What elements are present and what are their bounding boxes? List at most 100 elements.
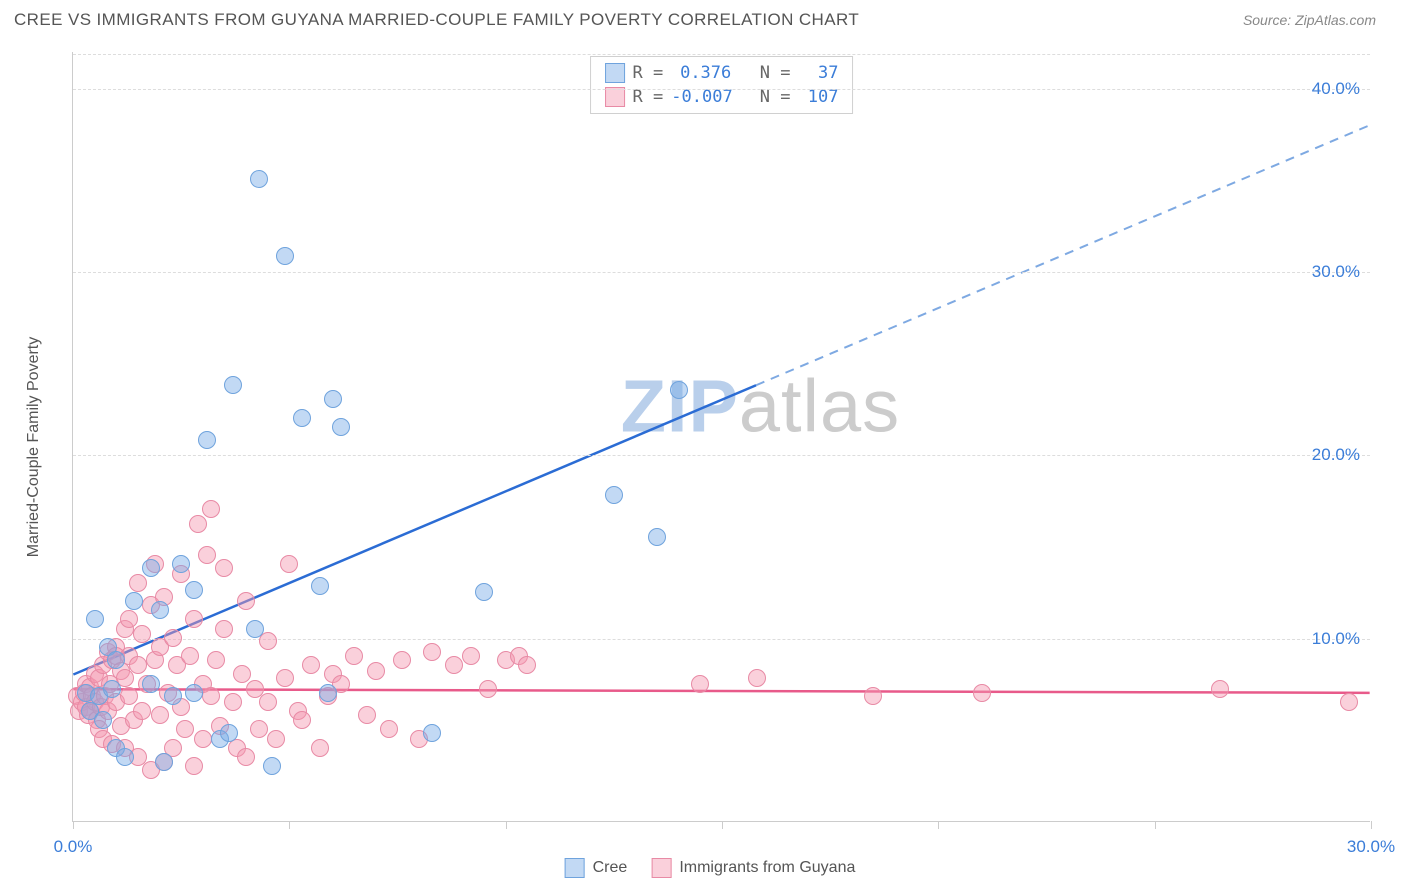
data-point xyxy=(129,574,147,592)
data-point xyxy=(164,687,182,705)
x-tick xyxy=(289,821,290,829)
data-point xyxy=(202,500,220,518)
data-point xyxy=(748,669,766,687)
data-point xyxy=(276,669,294,687)
data-point xyxy=(246,620,264,638)
data-point xyxy=(94,711,112,729)
data-point xyxy=(518,656,536,674)
data-point xyxy=(648,528,666,546)
data-point xyxy=(185,684,203,702)
data-point xyxy=(393,651,411,669)
data-point xyxy=(358,706,376,724)
chart-title: CREE VS IMMIGRANTS FROM GUYANA MARRIED-C… xyxy=(14,10,859,30)
data-point xyxy=(142,675,160,693)
legend-item: Immigrants from Guyana xyxy=(651,858,855,878)
data-point xyxy=(691,675,709,693)
data-point xyxy=(142,559,160,577)
data-point xyxy=(670,381,688,399)
grid-line xyxy=(73,54,1370,55)
legend-label: Immigrants from Guyana xyxy=(679,859,855,877)
data-point xyxy=(194,730,212,748)
legend-label: Cree xyxy=(593,859,628,877)
legend-swatch xyxy=(605,87,625,107)
data-point xyxy=(237,748,255,766)
data-point xyxy=(237,592,255,610)
data-point xyxy=(462,647,480,665)
data-point xyxy=(202,687,220,705)
data-point xyxy=(220,724,238,742)
data-point xyxy=(332,418,350,436)
data-point xyxy=(423,643,441,661)
data-point xyxy=(233,665,251,683)
data-point xyxy=(250,170,268,188)
legend-stats-box: R =0.376 N =37R =-0.007 N =107 xyxy=(590,56,854,114)
data-point xyxy=(259,693,277,711)
data-point xyxy=(479,680,497,698)
x-tick xyxy=(722,821,723,829)
data-point xyxy=(164,629,182,647)
data-point xyxy=(973,684,991,702)
data-point xyxy=(324,390,342,408)
data-point xyxy=(207,651,225,669)
source-label: Source: ZipAtlas.com xyxy=(1243,12,1376,28)
plot-area: ZIPatlas R =0.376 N =37R =-0.007 N =107 … xyxy=(72,52,1370,822)
data-point xyxy=(367,662,385,680)
data-point xyxy=(302,656,320,674)
data-point xyxy=(172,555,190,573)
data-point xyxy=(319,684,337,702)
data-point xyxy=(1340,693,1358,711)
data-point xyxy=(107,651,125,669)
data-point xyxy=(181,647,199,665)
x-tick xyxy=(1155,821,1156,829)
bottom-legend: Cree Immigrants from Guyana xyxy=(565,858,856,878)
data-point xyxy=(276,247,294,265)
data-point xyxy=(280,555,298,573)
data-point xyxy=(155,753,173,771)
data-point xyxy=(151,706,169,724)
x-tick-label: 0.0% xyxy=(54,837,93,857)
legend-swatch xyxy=(565,858,585,878)
data-point xyxy=(250,720,268,738)
data-point xyxy=(120,610,138,628)
data-point xyxy=(189,515,207,533)
data-point xyxy=(224,693,242,711)
data-point xyxy=(1211,680,1229,698)
x-tick xyxy=(73,821,74,829)
data-point xyxy=(198,431,216,449)
data-point xyxy=(86,610,104,628)
y-axis-title: Married-Couple Family Poverty xyxy=(25,337,43,558)
data-point xyxy=(120,687,138,705)
data-point xyxy=(133,702,151,720)
data-point xyxy=(605,486,623,504)
data-point xyxy=(103,680,121,698)
grid-line xyxy=(73,455,1370,456)
data-point xyxy=(185,610,203,628)
x-tick xyxy=(938,821,939,829)
data-point xyxy=(151,601,169,619)
data-point xyxy=(263,757,281,775)
data-point xyxy=(267,730,285,748)
legend-item: Cree xyxy=(565,858,628,878)
data-point xyxy=(215,559,233,577)
data-point xyxy=(445,656,463,674)
data-point xyxy=(293,409,311,427)
x-tick-label: 30.0% xyxy=(1347,837,1395,857)
data-point xyxy=(380,720,398,738)
grid-line xyxy=(73,89,1370,90)
data-point xyxy=(311,739,329,757)
data-point xyxy=(215,620,233,638)
y-tick-label: 10.0% xyxy=(1312,629,1360,649)
data-point xyxy=(259,632,277,650)
y-tick-label: 30.0% xyxy=(1312,262,1360,282)
data-point xyxy=(311,577,329,595)
x-tick xyxy=(1371,821,1372,829)
data-point xyxy=(345,647,363,665)
y-tick-label: 20.0% xyxy=(1312,445,1360,465)
data-point xyxy=(864,687,882,705)
data-point xyxy=(224,376,242,394)
data-point xyxy=(185,581,203,599)
data-point xyxy=(129,656,147,674)
data-point xyxy=(125,592,143,610)
chart-container: Married-Couple Family Poverty ZIPatlas R… xyxy=(50,52,1370,842)
data-point xyxy=(475,583,493,601)
